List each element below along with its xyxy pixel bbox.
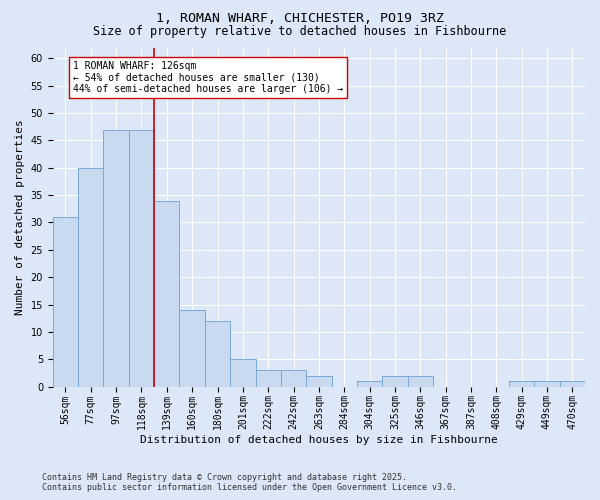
Bar [78,168,103,386]
Bar [53,217,78,386]
Text: Contains HM Land Registry data © Crown copyright and database right 2025.
Contai: Contains HM Land Registry data © Crown c… [42,473,457,492]
Bar [281,370,306,386]
X-axis label: Distribution of detached houses by size in Fishbourne: Distribution of detached houses by size … [140,435,498,445]
Y-axis label: Number of detached properties: Number of detached properties [15,119,25,315]
Bar [256,370,281,386]
Text: 1, ROMAN WHARF, CHICHESTER, PO19 3RZ: 1, ROMAN WHARF, CHICHESTER, PO19 3RZ [156,12,444,26]
Bar [407,376,433,386]
Bar [382,376,407,386]
Bar [230,359,256,386]
Text: 1 ROMAN WHARF: 126sqm
← 54% of detached houses are smaller (130)
44% of semi-det: 1 ROMAN WHARF: 126sqm ← 54% of detached … [73,61,343,94]
Bar [129,130,154,386]
Bar [154,200,179,386]
Bar [357,381,382,386]
Bar [535,381,560,386]
Bar [179,310,205,386]
Bar [205,321,230,386]
Bar [509,381,535,386]
Bar [103,130,129,386]
Bar [306,376,332,386]
Text: Size of property relative to detached houses in Fishbourne: Size of property relative to detached ho… [94,25,506,38]
Bar [560,381,585,386]
